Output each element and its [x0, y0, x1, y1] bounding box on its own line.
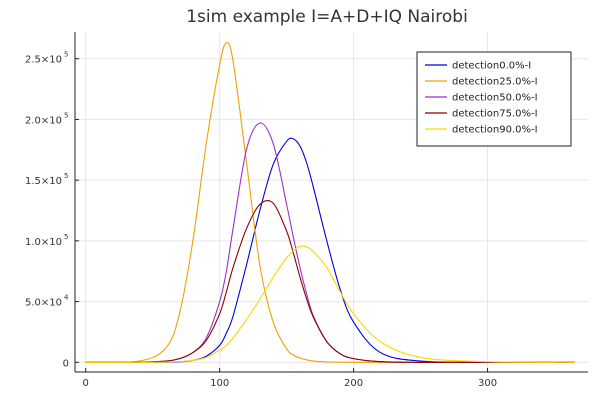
legend-box	[416, 51, 572, 147]
y-tick-exponent: 5	[64, 233, 68, 241]
y-tick-exponent: 4	[64, 294, 69, 302]
legend: detection0.0%-I detection25.0%-I detection…	[416, 51, 572, 147]
x-tick-label: 100	[210, 378, 229, 389]
legend-label: detection75.0%-I	[452, 109, 538, 120]
y-tick-exponent: 5	[64, 51, 68, 59]
chart-title: 1sim example I=A+D+IQ Nairobi	[186, 7, 468, 27]
x-tick-label: 300	[478, 378, 497, 389]
x-tick-label: 200	[344, 378, 363, 389]
y-tick-label: 0	[63, 358, 69, 369]
legend-label: detection90.0%-I	[452, 125, 538, 136]
legend-label: detection25.0%-I	[452, 77, 538, 88]
y-tick-label: 2.5×10	[25, 55, 62, 66]
y-tick-label: 1.5×10	[25, 176, 62, 187]
legend-label: detection50.0%-I	[452, 93, 538, 104]
series-line-3	[85, 199, 575, 363]
y-tick-label: 5.0×10	[25, 298, 62, 309]
y-tick-label: 2.0×10	[25, 115, 62, 126]
y-tick-exponent: 5	[64, 111, 68, 119]
legend-label: detection0.0%-I	[452, 61, 531, 72]
x-tick-label: 0	[83, 378, 89, 389]
series-layer	[85, 42, 575, 364]
y-tick-label: 1.0×10	[25, 237, 62, 248]
series-line-1	[85, 42, 575, 364]
y-tick-exponent: 5	[64, 172, 68, 180]
series-line-4	[85, 245, 575, 363]
